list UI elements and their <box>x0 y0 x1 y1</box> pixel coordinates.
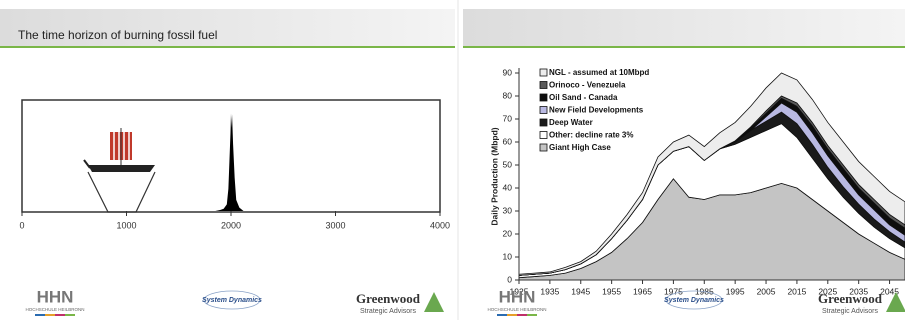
y-tick-label: 0 <box>507 274 512 284</box>
logo-bar <box>517 314 527 316</box>
legend-label: Orinoco - Venezuela <box>549 81 626 90</box>
legend-swatch <box>540 69 547 76</box>
logo-subtext: Strategic Advisors <box>360 308 417 315</box>
legend-swatch <box>540 144 547 151</box>
legend-label: NGL - assumed at 10Mbpd <box>549 68 649 77</box>
legend-swatch <box>540 94 547 101</box>
x-tick-label: 1965 <box>633 286 652 296</box>
legend-label: Giant High Case <box>549 143 611 152</box>
logo-bar <box>527 314 537 316</box>
legend-swatch <box>540 119 547 126</box>
y-tick-label: 30 <box>503 205 513 215</box>
logo-text: Greenwood <box>356 291 421 306</box>
title-bar <box>463 9 905 46</box>
y-tick-label: 60 <box>503 136 513 146</box>
title-rule <box>0 46 455 48</box>
logo-text: HHN <box>499 287 536 306</box>
y-axis-label: Daily Production (Mbpd) <box>489 127 499 225</box>
y-tick-label: 20 <box>503 228 513 238</box>
x-tick-label: 1995 <box>726 286 745 296</box>
x-tick-label: 4000 <box>430 220 450 230</box>
y-tick-label: 10 <box>503 251 513 261</box>
legend-label: Deep Water <box>549 118 593 127</box>
legend-label: New Field Developments <box>549 106 644 115</box>
logo-bar <box>45 314 55 316</box>
x-tick-label: 1975 <box>664 286 683 296</box>
legend-label: Oil Sand - Canada <box>549 93 618 102</box>
logo-subtext: Strategic Advisors <box>822 308 879 315</box>
logo-text: System Dynamics <box>202 297 262 304</box>
logo-bar <box>497 314 507 316</box>
x-tick-label: 1000 <box>116 220 136 230</box>
logo-text: HHN <box>37 287 74 306</box>
x-tick-label: 3000 <box>325 220 345 230</box>
legend-swatch <box>540 107 547 114</box>
legend-swatch <box>540 82 547 89</box>
x-tick-label: 1935 <box>540 286 559 296</box>
logo-bar <box>55 314 65 316</box>
logo-bar <box>65 314 75 316</box>
y-tick-label: 90 <box>503 67 513 77</box>
logo-bar <box>507 314 517 316</box>
logo-text: Greenwood <box>818 291 883 306</box>
logo-text: System Dynamics <box>664 297 724 304</box>
slide-title: The time horizon of burning fossil fuel <box>18 28 217 42</box>
y-tick-label: 70 <box>503 113 513 123</box>
legend-label: Other: decline rate 3% <box>549 131 633 140</box>
x-tick-label: 1955 <box>602 286 621 296</box>
y-tick-label: 50 <box>503 159 513 169</box>
y-tick-label: 40 <box>503 182 513 192</box>
legend-swatch <box>540 132 547 139</box>
y-tick-label: 80 <box>503 90 513 100</box>
page: The time horizon of burning fossil fuel … <box>0 0 905 320</box>
x-tick-label: 2015 <box>787 286 806 296</box>
x-tick-label: 0 <box>19 220 24 230</box>
x-tick-label: 2005 <box>757 286 776 296</box>
logo-bar <box>35 314 45 316</box>
logo-subtext: HOCHSCHULE HEILBRONN <box>25 307 84 312</box>
title-rule <box>463 46 905 48</box>
x-tick-label: 2000 <box>221 220 241 230</box>
x-tick-label: 1945 <box>571 286 590 296</box>
logo-subtext: HOCHSCHULE HEILBRONN <box>487 307 546 312</box>
slides: The time horizon of burning fossil fuel … <box>0 0 905 320</box>
